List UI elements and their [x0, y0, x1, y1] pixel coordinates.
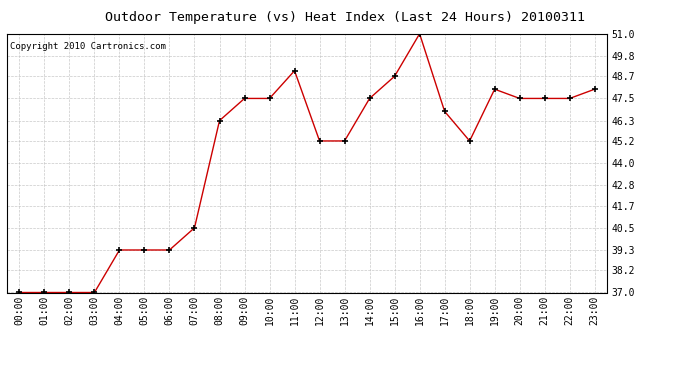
Text: Copyright 2010 Cartronics.com: Copyright 2010 Cartronics.com	[10, 42, 166, 51]
Text: Outdoor Temperature (vs) Heat Index (Last 24 Hours) 20100311: Outdoor Temperature (vs) Heat Index (Las…	[105, 11, 585, 24]
